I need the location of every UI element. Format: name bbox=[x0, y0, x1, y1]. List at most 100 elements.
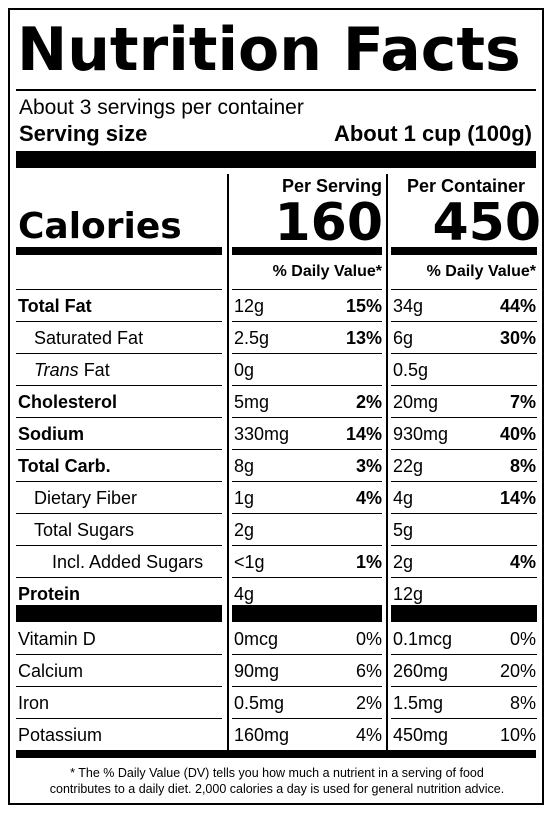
column-divider-left bbox=[227, 174, 229, 750]
container-amount: 0.1mcg bbox=[393, 629, 453, 649]
footnote-line-2: contributes to a daily diet. 2,000 calor… bbox=[49, 782, 505, 796]
container-daily-value: 14% bbox=[499, 488, 536, 508]
nutrient-name-text: Incl. Added Sugars bbox=[52, 552, 204, 572]
serving-amount: 5mg bbox=[234, 392, 270, 412]
title-rule bbox=[16, 89, 536, 91]
thick-rule-protein-container bbox=[391, 605, 537, 622]
nutrition-label: Nutrition Facts About 3 servings per con… bbox=[8, 8, 544, 805]
serving-amount: 0mcg bbox=[234, 629, 279, 649]
container-daily-value: 40% bbox=[499, 424, 536, 444]
row-separator bbox=[391, 513, 537, 514]
nutrient-name: Dietary Fiber bbox=[34, 488, 137, 508]
container-daily-value: 20% bbox=[499, 661, 536, 681]
vitamin-name: Potassium bbox=[18, 725, 103, 745]
row-separator bbox=[16, 353, 222, 354]
nutrient-name: Incl. Added Sugars bbox=[52, 552, 203, 572]
row-separator bbox=[232, 417, 382, 418]
nutrient-name-italic: Trans bbox=[34, 360, 79, 380]
container-daily-value: 4% bbox=[509, 552, 536, 572]
container-daily-value: 0% bbox=[509, 629, 536, 649]
container-amount: 0.5g bbox=[393, 360, 429, 380]
row-separator bbox=[16, 577, 222, 578]
container-amount: 2g bbox=[393, 552, 414, 572]
nutrient-name: Protein bbox=[18, 584, 80, 604]
per-container-header: Per Container bbox=[406, 176, 526, 196]
row-separator bbox=[232, 577, 382, 578]
label-title: Nutrition Facts bbox=[17, 15, 521, 85]
row-separator bbox=[16, 289, 222, 290]
row-separator bbox=[232, 686, 382, 687]
row-separator bbox=[391, 577, 537, 578]
row-separator bbox=[232, 481, 382, 482]
container-daily-value: 7% bbox=[509, 392, 536, 412]
row-separator bbox=[16, 481, 222, 482]
nutrient-name-text: Total Carb. bbox=[18, 456, 111, 476]
nutrient-name-text: Fat bbox=[78, 360, 110, 380]
serving-amount: 1g bbox=[234, 488, 255, 508]
row-separator bbox=[232, 289, 382, 290]
serving-amount: 0g bbox=[234, 360, 255, 380]
serving-size-value: About 1 cup (100g) bbox=[333, 121, 532, 146]
serving-daily-value: 14% bbox=[345, 424, 382, 444]
container-amount: 12g bbox=[393, 584, 424, 604]
footnote: * The % Daily Value (DV) tells you how m… bbox=[16, 765, 538, 797]
vitamin-name: Iron bbox=[18, 693, 50, 713]
row-separator bbox=[232, 545, 382, 546]
serving-daily-value: 15% bbox=[345, 296, 382, 316]
thick-rule-top bbox=[16, 151, 536, 168]
serving-amount: 2.5g bbox=[234, 328, 270, 348]
container-daily-value: 30% bbox=[499, 328, 536, 348]
row-separator bbox=[391, 353, 537, 354]
row-separator bbox=[16, 686, 222, 687]
calories-rule-container bbox=[391, 247, 537, 255]
container-amount: 260mg bbox=[393, 661, 449, 681]
row-separator bbox=[16, 718, 222, 719]
thick-rule-bottom bbox=[16, 750, 536, 758]
nutrient-name-text: Total Fat bbox=[18, 296, 92, 316]
row-separator bbox=[391, 654, 537, 655]
row-separator bbox=[391, 385, 537, 386]
nutrient-name: Saturated Fat bbox=[34, 328, 143, 348]
column-divider-right bbox=[386, 174, 388, 750]
vitamin-name: Calcium bbox=[18, 661, 84, 681]
dv-header-serving: % Daily Value* bbox=[272, 263, 382, 280]
nutrient-name-text: Saturated Fat bbox=[34, 328, 144, 348]
serving-amount: 2g bbox=[234, 520, 255, 540]
container-amount: 34g bbox=[393, 296, 424, 316]
serving-daily-value: 2% bbox=[355, 693, 382, 713]
calories-label: Calories bbox=[18, 206, 182, 247]
nutrient-name: Trans Fat bbox=[34, 360, 110, 380]
thick-rule-protein-name bbox=[16, 605, 222, 622]
nutrient-name-text: Sodium bbox=[18, 424, 84, 444]
row-separator bbox=[391, 321, 537, 322]
row-separator bbox=[391, 718, 537, 719]
row-separator bbox=[16, 545, 222, 546]
container-amount: 22g bbox=[393, 456, 424, 476]
serving-amount: 12g bbox=[234, 296, 265, 316]
serving-amount: 90mg bbox=[234, 661, 280, 681]
serving-amount: 330mg bbox=[234, 424, 290, 444]
row-separator bbox=[16, 654, 222, 655]
row-separator bbox=[391, 289, 537, 290]
nutrient-name-text: Protein bbox=[18, 584, 81, 604]
row-separator bbox=[391, 417, 537, 418]
nutrient-name-text: Total Sugars bbox=[34, 520, 135, 540]
container-daily-value: 10% bbox=[499, 725, 536, 745]
container-amount: 20mg bbox=[393, 392, 439, 412]
nutrient-name: Total Carb. bbox=[18, 456, 111, 476]
thick-rule-protein-serving bbox=[232, 605, 382, 622]
serving-daily-value: 1% bbox=[355, 552, 382, 572]
serving-amount: 8g bbox=[234, 456, 255, 476]
row-separator bbox=[391, 449, 537, 450]
row-separator bbox=[16, 385, 222, 386]
row-separator bbox=[16, 417, 222, 418]
container-daily-value: 8% bbox=[509, 456, 536, 476]
serving-amount: <1g bbox=[234, 552, 265, 572]
container-amount: 1.5mg bbox=[393, 693, 444, 713]
serving-amount: 4g bbox=[234, 584, 255, 604]
servings-per-container: About 3 servings per container bbox=[19, 96, 304, 119]
row-separator bbox=[232, 321, 382, 322]
calories-per-serving: 160 bbox=[274, 193, 383, 253]
row-separator bbox=[232, 654, 382, 655]
per-serving-header: Per Serving bbox=[281, 176, 382, 196]
